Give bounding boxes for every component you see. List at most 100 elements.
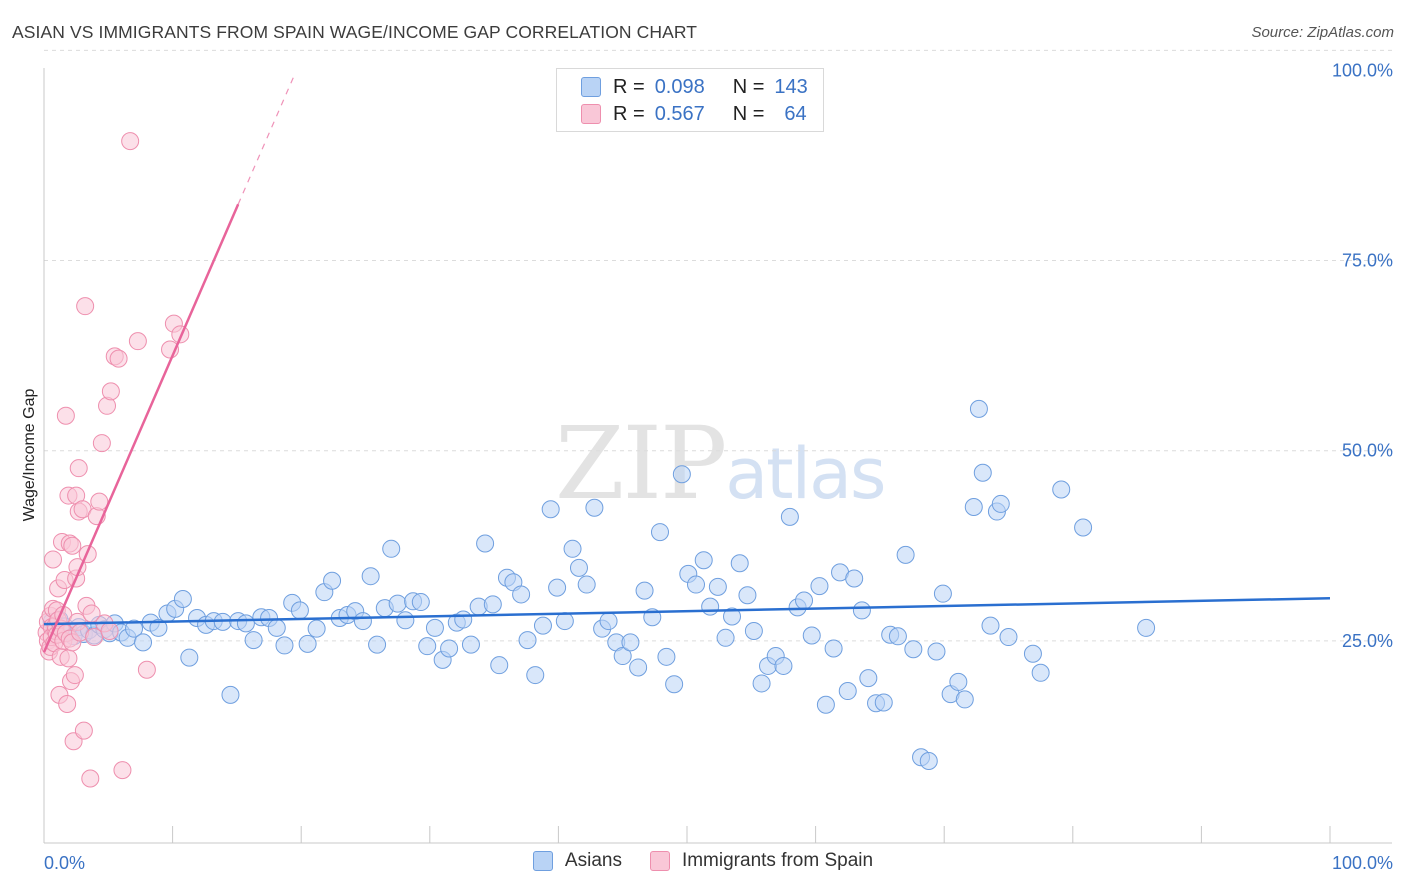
spain-point <box>58 694 77 713</box>
spain-point <box>85 628 104 647</box>
asians-point <box>816 695 835 714</box>
asians-point <box>180 648 199 667</box>
y-tick-label: 75.0% <box>1342 251 1393 271</box>
axes <box>43 68 1392 844</box>
asians-point <box>774 656 793 675</box>
asians-point <box>810 577 829 596</box>
legend-r-value: 0.567 <box>654 102 705 125</box>
spain-point <box>65 666 84 685</box>
trend-lines <box>42 73 1331 653</box>
y-tick-label: 50.0% <box>1342 441 1393 461</box>
legend-n-value: 64 <box>784 102 807 125</box>
spain-point <box>121 132 140 151</box>
asians-point <box>267 618 286 637</box>
spain-point <box>113 761 132 780</box>
asians-point <box>425 618 444 637</box>
asians-point <box>396 611 415 630</box>
asians-point <box>353 612 372 631</box>
asians-point <box>708 577 727 596</box>
spain-point <box>76 297 95 316</box>
legend-row-spain: R = 0.567 N = 64 <box>557 101 807 127</box>
legend-item-spain[interactable]: Immigrants from Spain <box>649 850 873 872</box>
spain-point <box>101 382 120 401</box>
spain-point <box>63 536 82 555</box>
asians-point <box>933 584 952 603</box>
asians-point <box>919 752 938 771</box>
watermark: ZIPatlas <box>555 405 886 522</box>
legend-swatch-spain <box>649 851 670 871</box>
asians-point <box>629 658 648 677</box>
asians-point <box>650 523 669 542</box>
asians-point <box>969 399 988 418</box>
asians-point <box>518 631 537 650</box>
legend-label-asians: Asians <box>564 850 622 871</box>
legend-n-value: 143 <box>774 75 808 98</box>
asians-point <box>221 685 240 704</box>
spain-point <box>109 349 128 368</box>
asians-point <box>454 610 473 629</box>
spain-point <box>74 721 93 740</box>
spain-point <box>59 649 78 668</box>
chart-title: ASIAN VS IMMIGRANTS FROM SPAIN WAGE/INCO… <box>12 22 698 42</box>
asians-point <box>824 639 843 658</box>
asians-point <box>440 639 459 658</box>
asians-point <box>701 597 720 616</box>
asians-point <box>730 554 749 573</box>
asians-point <box>802 626 821 645</box>
asians-point <box>236 614 255 633</box>
asians-point <box>927 642 946 661</box>
asians-point <box>621 633 640 652</box>
asians-point <box>599 612 618 631</box>
asians-point <box>888 627 907 646</box>
asians-point <box>476 534 495 553</box>
asians-point <box>665 675 684 694</box>
asians-point <box>368 635 387 654</box>
asians-point <box>657 647 676 666</box>
asians-trend-line <box>43 597 1331 626</box>
legend-r-label: R = <box>613 102 645 125</box>
asians-point <box>859 669 878 688</box>
spain-point <box>56 406 75 425</box>
legend-n-label: N = <box>732 75 765 98</box>
asians-point <box>1023 644 1042 663</box>
asians-point <box>838 682 857 701</box>
legend-swatch-spain <box>581 104 601 124</box>
asians-point <box>744 621 763 640</box>
asians-point <box>955 690 974 709</box>
asians-point <box>672 465 691 484</box>
asians-point <box>548 578 567 597</box>
spain-trend-line <box>42 203 240 653</box>
asians-point <box>904 640 923 659</box>
asians-point <box>533 616 552 635</box>
asians-point <box>991 494 1010 513</box>
spain-point <box>128 332 147 351</box>
legend-row-asians: R = 0.098 N = 143 <box>557 74 808 100</box>
asians-point <box>1031 663 1050 682</box>
asians-point <box>323 571 342 590</box>
asians-point <box>382 539 401 558</box>
grid-lines <box>44 49 1392 642</box>
asians-point <box>716 628 735 647</box>
asians-point <box>694 551 713 570</box>
legend-r-value: 0.098 <box>654 75 705 98</box>
asians-point <box>795 591 814 610</box>
asians-point <box>461 635 480 654</box>
legend-item-asians[interactable]: Asians <box>532 850 622 872</box>
asians-point <box>585 498 604 517</box>
x-tick-label: 100.0% <box>1332 853 1393 873</box>
asians-point <box>613 647 632 666</box>
asians-point <box>134 633 153 652</box>
asians-point <box>752 674 771 693</box>
watermark-zip: ZIP <box>555 405 727 522</box>
spain-point <box>100 621 119 640</box>
spain-point <box>69 459 88 478</box>
asians-point <box>388 594 407 613</box>
asians-point <box>981 616 1000 635</box>
asians-point <box>555 612 574 631</box>
legend-r-label: R = <box>613 75 645 98</box>
asians-point <box>577 575 596 594</box>
y-tick-label: 100.0% <box>1332 60 1393 80</box>
asians-point <box>949 672 968 691</box>
y-tick-label: 25.0% <box>1342 631 1393 651</box>
